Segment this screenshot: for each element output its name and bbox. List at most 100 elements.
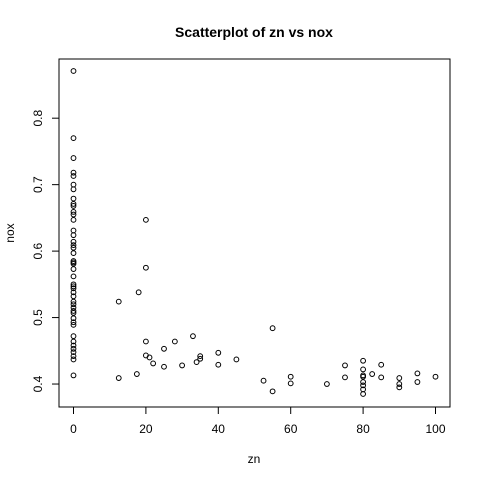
data-point	[360, 366, 367, 373]
data-point	[215, 361, 222, 368]
data-point	[70, 285, 77, 292]
y-tick-label: 0.5	[31, 309, 45, 326]
data-point	[287, 380, 294, 387]
data-point	[70, 242, 77, 249]
x-tick-label: 0	[70, 422, 77, 436]
y-axis-label: nox	[3, 223, 17, 242]
data-point	[70, 244, 77, 251]
data-point	[143, 264, 149, 271]
data-point	[70, 173, 77, 179]
data-point	[70, 319, 77, 326]
data-point	[70, 195, 77, 202]
data-point	[70, 372, 77, 379]
data-point	[260, 377, 267, 384]
data-point	[115, 375, 122, 381]
x-axis: 0 20 40 60 80 100	[70, 406, 446, 436]
data-point	[70, 273, 77, 280]
data-point	[135, 289, 142, 296]
y-tick-label: 0.4	[31, 375, 45, 392]
x-tick-label: 40	[212, 422, 226, 436]
data-point	[161, 345, 167, 352]
x-tick-label: 20	[139, 422, 153, 436]
data-point	[287, 373, 294, 380]
data-point	[360, 379, 367, 385]
data-point	[360, 357, 367, 364]
data-point	[70, 216, 77, 223]
data-point	[70, 201, 77, 207]
data-point	[133, 371, 140, 377]
y-tick-label: 0.6	[31, 242, 45, 259]
data-point	[197, 353, 204, 360]
data-point	[179, 362, 186, 369]
data-point	[378, 374, 385, 381]
y-tick-label: 0.7	[31, 176, 45, 193]
data-point	[70, 356, 77, 363]
data-point	[414, 379, 421, 385]
data-point	[360, 382, 367, 389]
data-point	[70, 266, 77, 272]
data-point	[269, 325, 276, 332]
data-point	[70, 293, 77, 300]
data-point	[161, 363, 167, 370]
data-point	[414, 370, 421, 377]
x-tick-label: 60	[284, 422, 298, 436]
data-point	[70, 281, 77, 288]
data-point	[150, 360, 157, 367]
data-points	[70, 68, 439, 397]
data-point	[70, 260, 77, 267]
data-point	[143, 338, 149, 345]
y-axis: 0.4 0.5 0.6 0.7 0.8	[31, 110, 60, 392]
data-point	[70, 203, 77, 209]
data-point	[215, 349, 222, 356]
data-point	[396, 384, 403, 391]
data-point	[396, 375, 403, 381]
data-point	[70, 250, 77, 257]
data-point	[70, 208, 77, 215]
data-point	[70, 301, 77, 308]
data-point	[70, 186, 77, 193]
data-point	[70, 353, 77, 360]
chart-title: Scatterplot of zn vs nox	[175, 24, 333, 40]
data-point	[171, 338, 178, 345]
x-tick-label: 80	[356, 422, 370, 436]
data-point	[70, 135, 77, 142]
data-point	[70, 308, 77, 314]
data-point	[70, 155, 77, 161]
data-point	[70, 289, 77, 296]
data-point	[342, 374, 348, 381]
data-point	[193, 359, 200, 365]
data-point	[197, 355, 204, 362]
data-point	[70, 169, 77, 176]
data-point	[324, 381, 330, 387]
data-point	[70, 349, 77, 356]
data-point	[70, 338, 77, 345]
data-point	[70, 238, 77, 245]
data-point	[360, 391, 367, 397]
data-point	[70, 345, 77, 352]
data-point	[269, 388, 276, 395]
data-point	[70, 321, 77, 328]
data-point	[360, 373, 367, 380]
data-point	[70, 315, 77, 322]
data-point	[70, 342, 77, 349]
data-point	[378, 361, 385, 368]
data-point	[342, 362, 348, 369]
data-point	[70, 283, 77, 290]
data-point	[70, 298, 77, 305]
data-point	[70, 211, 77, 218]
data-point	[115, 298, 122, 305]
data-point	[70, 333, 77, 340]
data-point	[369, 371, 376, 377]
y-tick-label: 0.8	[31, 110, 45, 127]
data-point	[143, 216, 149, 223]
data-point	[70, 310, 77, 316]
x-tick-label: 100	[425, 422, 445, 436]
data-point	[70, 304, 77, 311]
data-point	[70, 68, 77, 74]
data-point	[233, 356, 240, 363]
x-axis-label: zn	[248, 452, 261, 466]
data-point	[432, 373, 439, 380]
data-point	[70, 232, 77, 239]
